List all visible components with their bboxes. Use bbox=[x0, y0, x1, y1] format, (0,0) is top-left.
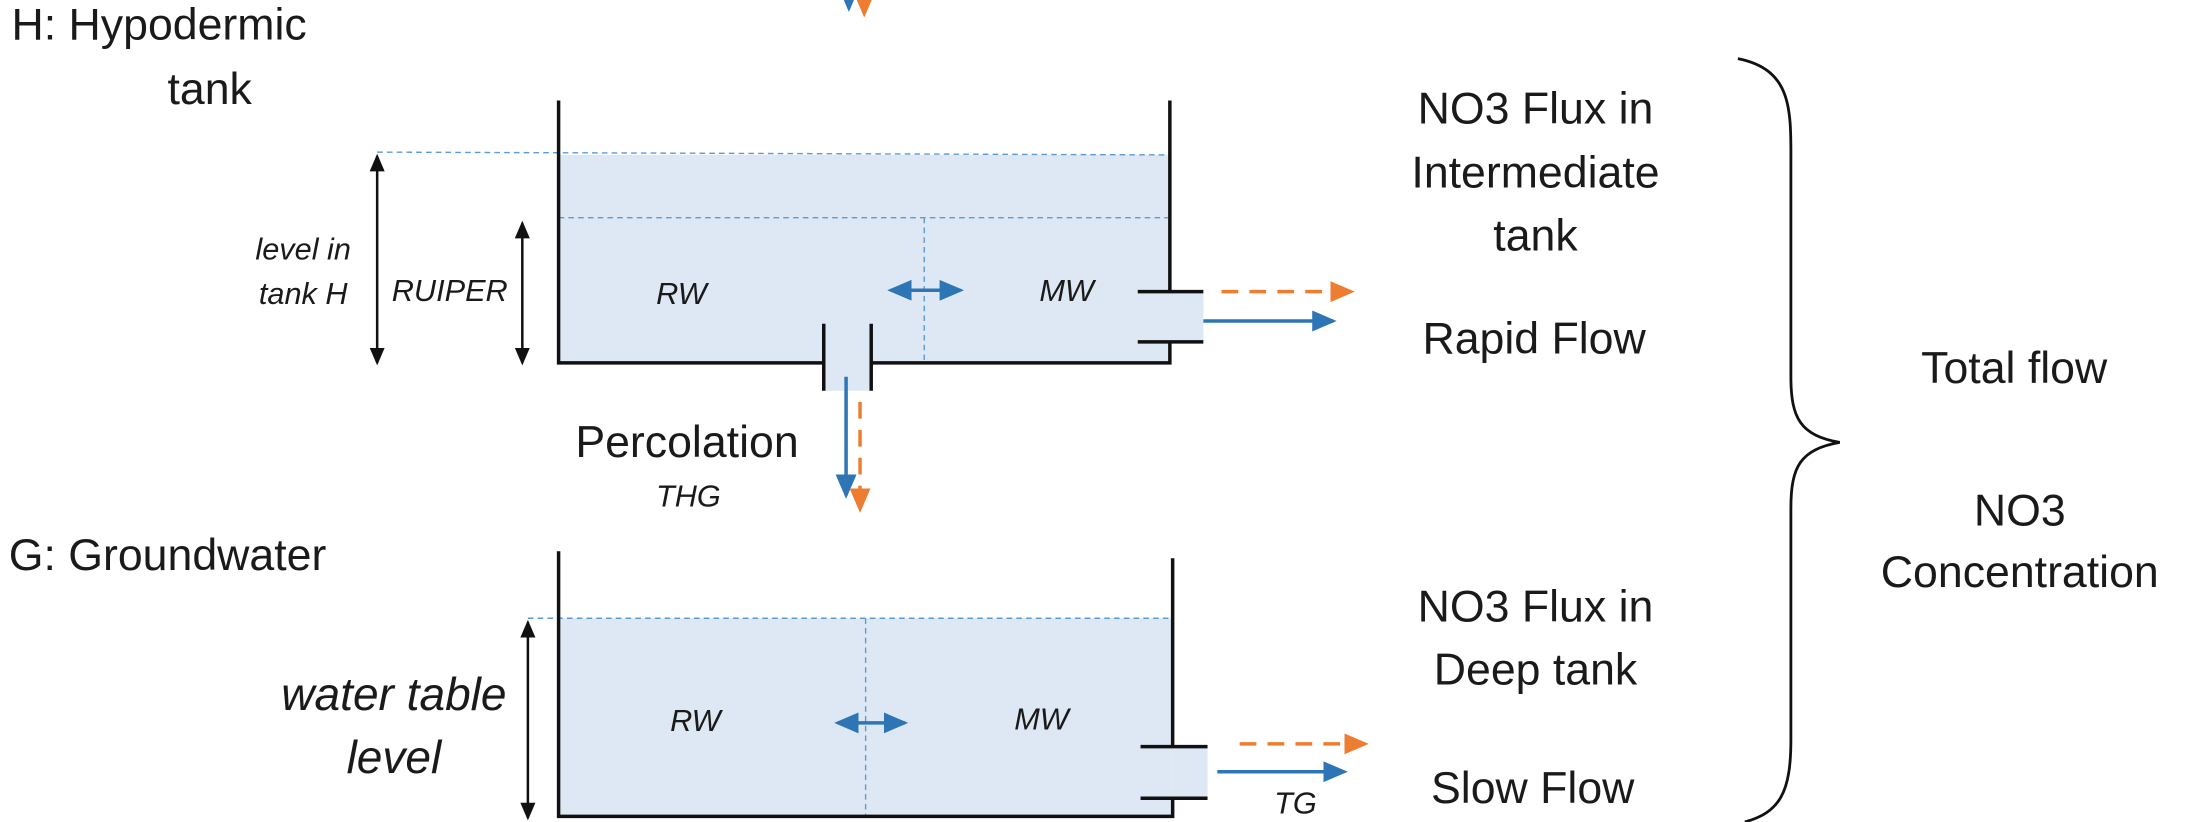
ruiper-label: RUIPER bbox=[392, 273, 508, 308]
outlet bbox=[1140, 744, 1208, 801]
tank-title: tank bbox=[168, 65, 253, 114]
flux-label: Intermediate bbox=[1411, 149, 1659, 198]
water bbox=[558, 154, 1170, 363]
flux-label: NO3 Flux in bbox=[1418, 583, 1654, 632]
mw-label: MW bbox=[1039, 273, 1097, 308]
flow-code: TG bbox=[1274, 785, 1317, 820]
outlet bbox=[822, 289, 1204, 391]
percolation-label: Percolation bbox=[575, 418, 798, 467]
flux-label: tank bbox=[1493, 211, 1578, 260]
flow-label: Slow Flow bbox=[1431, 764, 1635, 813]
flux-label: NO3 Flux in bbox=[1418, 84, 1654, 133]
level-label: tank H bbox=[259, 276, 349, 311]
rw-label: RW bbox=[670, 703, 724, 738]
flux-label: Deep tank bbox=[1434, 645, 1638, 694]
tank-wall bbox=[556, 100, 1172, 365]
output-label: Total flow bbox=[1921, 344, 2108, 393]
output-label: NO3 bbox=[1974, 486, 2066, 535]
level-line bbox=[377, 151, 1170, 156]
percolation-code: THG bbox=[656, 478, 721, 513]
flow-label: Rapid Flow bbox=[1422, 315, 1646, 364]
level-label: level bbox=[347, 731, 443, 783]
level-label: level in bbox=[255, 231, 351, 266]
water bbox=[1172, 746, 1208, 799]
brace bbox=[1737, 57, 1840, 822]
level-label: water table bbox=[281, 668, 506, 720]
mw-label: MW bbox=[1014, 702, 1072, 737]
water bbox=[1169, 291, 1204, 342]
tank-title: H: Hypodermic bbox=[12, 1, 307, 50]
output-label: Concentration bbox=[1881, 548, 2159, 597]
rw-label: RW bbox=[656, 276, 710, 311]
tank-wall bbox=[556, 551, 1175, 819]
tank-title: G: Groundwater bbox=[9, 531, 327, 580]
